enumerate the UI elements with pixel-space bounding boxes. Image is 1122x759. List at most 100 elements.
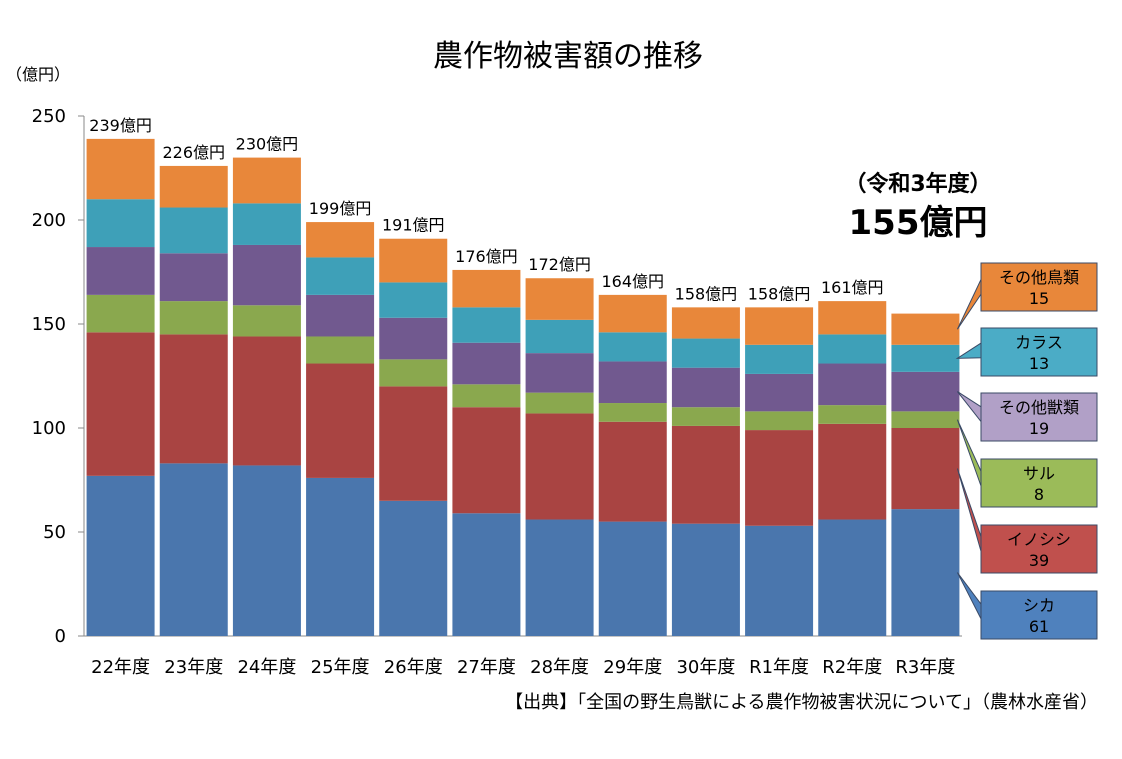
axes xyxy=(83,116,962,637)
category-label: 30年度 xyxy=(676,657,735,678)
bar-stack xyxy=(452,269,521,636)
bar-segment xyxy=(86,247,155,295)
bar-segment xyxy=(232,465,301,636)
bar-segment xyxy=(379,359,448,387)
legend-box xyxy=(980,262,1098,312)
category-label: R1年度 xyxy=(749,657,809,678)
legend-callout-pointer xyxy=(956,277,983,330)
bar-stack xyxy=(525,278,594,636)
bar-segment xyxy=(379,500,448,636)
category-label: 28年度 xyxy=(530,657,589,678)
legend-value: 39 xyxy=(1029,551,1049,570)
bar-segment xyxy=(159,207,228,254)
bar-segment xyxy=(891,428,960,510)
bar-segment xyxy=(379,238,448,283)
bar-total-label: 161億円 xyxy=(821,278,884,297)
bar-segment xyxy=(525,353,594,393)
category-label: 29年度 xyxy=(603,657,662,678)
legend-name: その他鳥類 xyxy=(999,268,1079,287)
category-label: 25年度 xyxy=(311,657,370,678)
bar-segment xyxy=(306,363,375,478)
bar-segment xyxy=(86,138,155,200)
bar-segment xyxy=(745,525,814,636)
total-labels: 239億円 226億円 230億円 199億円 191億円 176億円 172億円 164億円… xyxy=(89,116,883,303)
bar-segment xyxy=(598,294,667,333)
legend-item: カラス 13 xyxy=(955,327,1098,377)
bar-segment xyxy=(452,269,521,308)
bar-segment xyxy=(525,319,594,354)
bar-stack xyxy=(379,238,448,636)
legend-item: イノシシ 39 xyxy=(956,468,1098,574)
bar-segment xyxy=(891,411,960,428)
bar-segment xyxy=(452,342,521,385)
bar-segment xyxy=(86,332,155,476)
bar-total-label: 158億円 xyxy=(675,284,738,303)
bar-stack xyxy=(159,165,228,636)
category-label: 23年度 xyxy=(164,657,223,678)
legend-name: サル xyxy=(1023,464,1055,483)
legend-name: イノシシ xyxy=(1007,530,1071,549)
legend-item: サル 8 xyxy=(956,419,1098,508)
bar-stack xyxy=(306,222,375,636)
bar-segment xyxy=(452,407,521,514)
bar-segment xyxy=(671,367,740,408)
y-tick-label: 100 xyxy=(32,418,66,439)
legend-value: 15 xyxy=(1029,289,1049,308)
legend-value: 19 xyxy=(1029,419,1049,438)
legend-callout-pointer xyxy=(956,572,983,621)
bar-stack xyxy=(891,313,960,636)
category-label: 24年度 xyxy=(237,657,296,678)
y-axis-ticks: 0 50 100 150 200 250 xyxy=(32,106,84,647)
bar-segment xyxy=(745,373,814,412)
bar-segment xyxy=(379,317,448,360)
bar-segment xyxy=(745,411,814,431)
legend-box xyxy=(980,524,1098,574)
bar-segment xyxy=(598,361,667,404)
bar-stack xyxy=(598,294,667,636)
legend-callout-pointer xyxy=(956,468,983,555)
bar-segment xyxy=(306,477,375,636)
legend-item: シカ 61 xyxy=(956,572,1098,640)
bar-segment xyxy=(86,294,155,333)
legend-name: その他獣類 xyxy=(999,398,1079,417)
bar-segment xyxy=(818,363,887,406)
y-tick-label: 50 xyxy=(43,522,66,543)
bar-stack xyxy=(671,307,740,636)
bar-segment xyxy=(525,278,594,320)
bar-stacks xyxy=(86,138,960,636)
y-tick-label: 0 xyxy=(55,626,66,647)
bar-segment xyxy=(671,523,740,636)
bar-segment xyxy=(891,371,960,412)
bar-segment xyxy=(598,521,667,636)
bar-segment xyxy=(452,513,521,636)
legend-value: 13 xyxy=(1029,354,1049,373)
chart-title: 農作物被害額の推移 xyxy=(433,39,703,74)
bar-segment xyxy=(232,305,301,337)
bar-segment xyxy=(671,338,740,368)
y-tick-label: 250 xyxy=(32,106,66,127)
bar-segment xyxy=(818,519,887,636)
y-axis-unit-label: （億円） xyxy=(6,65,70,84)
bar-segment xyxy=(598,332,667,362)
category-label: 26年度 xyxy=(384,657,443,678)
bar-segment xyxy=(159,253,228,302)
bar-segment xyxy=(86,475,155,636)
bar-total-label: 158億円 xyxy=(748,284,811,303)
highlight-label: （令和3年度） xyxy=(844,171,991,197)
bar-total-label: 176億円 xyxy=(455,247,518,266)
bar-segment xyxy=(379,386,448,501)
bar-segment xyxy=(671,407,740,426)
bar-segment xyxy=(671,307,740,339)
bar-segment xyxy=(818,301,887,335)
bar-segment xyxy=(306,294,375,337)
bar-segment xyxy=(452,307,521,343)
bar-total-label: 199億円 xyxy=(309,199,372,218)
legend-box xyxy=(980,392,1098,442)
bar-stack xyxy=(232,157,301,636)
category-labels: 22年度 23年度 24年度 25年度 26年度 27年度 28年度 29年度 30年度 R1年度… xyxy=(91,657,955,678)
bar-segment xyxy=(86,199,155,248)
legend: その他鳥類 15 カラス 13 その他獣類 19 サル 8 イノシシ 39 シカ 61 xyxy=(955,262,1098,640)
bar-segment xyxy=(745,307,814,345)
legend-box xyxy=(980,458,1098,508)
